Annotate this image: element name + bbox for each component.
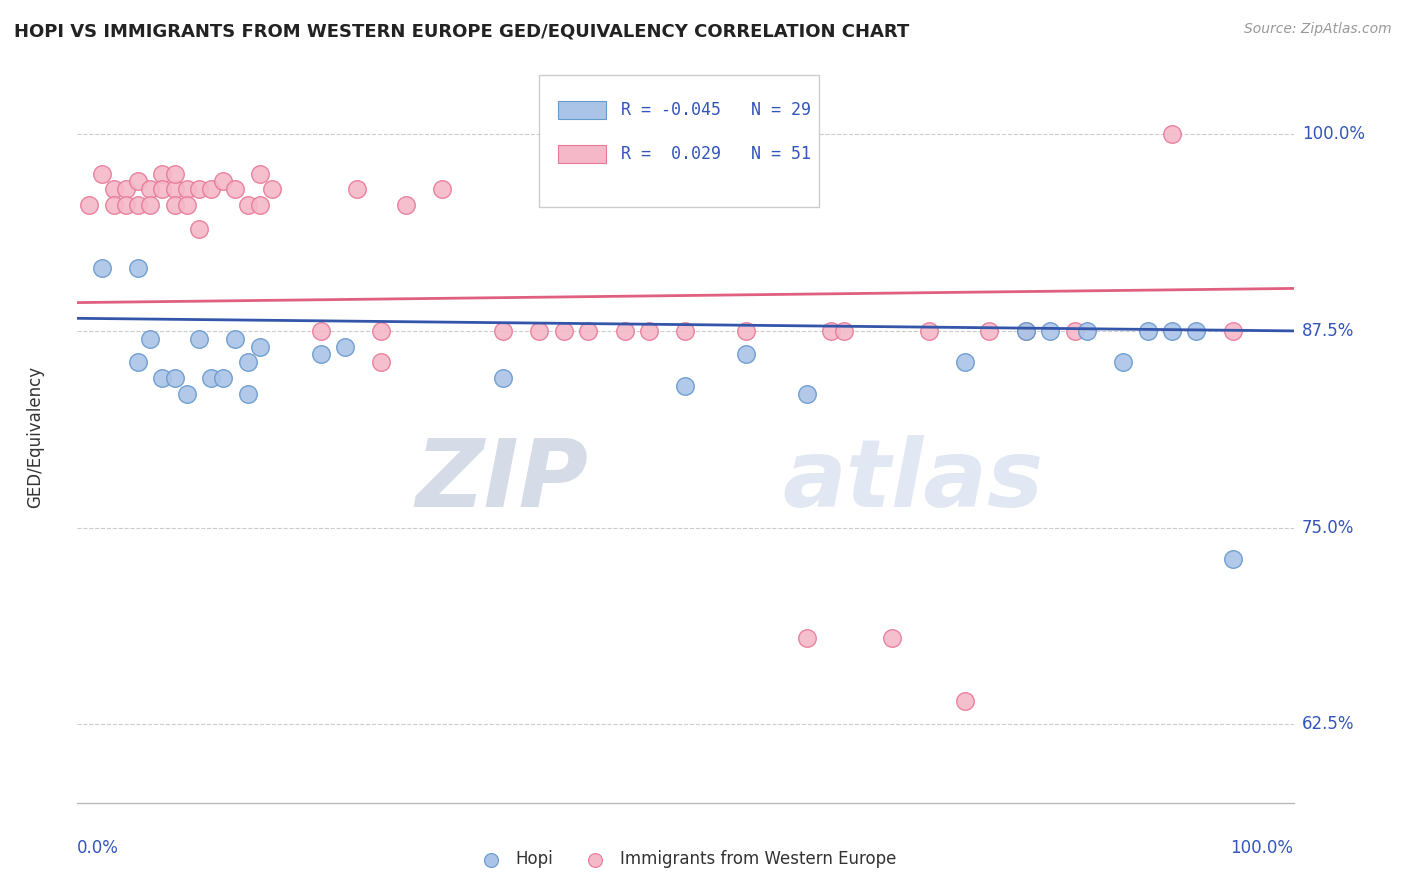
Point: [370, 355, 392, 369]
Point: [139, 182, 162, 196]
Point: [492, 324, 515, 338]
Point: [1112, 355, 1135, 369]
Point: [492, 371, 515, 385]
Point: [796, 387, 818, 401]
Point: [103, 182, 125, 196]
Point: [188, 182, 211, 196]
Point: [796, 631, 818, 645]
Point: [1076, 324, 1098, 338]
Point: [1161, 128, 1184, 142]
Point: [430, 182, 453, 196]
Point: [346, 182, 368, 196]
Text: 100.0%: 100.0%: [1230, 839, 1294, 857]
Point: [152, 167, 174, 181]
Point: [953, 693, 976, 707]
Point: [236, 355, 259, 369]
Point: [127, 198, 149, 212]
Point: [1015, 324, 1038, 338]
Point: [735, 347, 758, 361]
Text: ZIP: ZIP: [415, 435, 588, 527]
Point: [613, 324, 636, 338]
Point: [260, 182, 283, 196]
Text: 62.5%: 62.5%: [1302, 715, 1354, 733]
Point: [1136, 324, 1159, 338]
Point: [1039, 324, 1062, 338]
Text: GED/Equivalency: GED/Equivalency: [25, 366, 44, 508]
Point: [918, 324, 941, 338]
Bar: [558, 145, 606, 163]
Point: [200, 371, 222, 385]
Point: [176, 182, 198, 196]
Point: [115, 198, 138, 212]
Point: [1222, 324, 1244, 338]
Point: [249, 340, 271, 354]
Point: [675, 379, 697, 393]
Point: [224, 182, 246, 196]
Point: [675, 324, 697, 338]
Point: [735, 324, 758, 338]
Point: [163, 167, 186, 181]
Text: 87.5%: 87.5%: [1302, 322, 1354, 340]
Point: [115, 182, 138, 196]
Point: [224, 332, 246, 346]
Point: [139, 198, 162, 212]
Text: 0.0%: 0.0%: [77, 839, 120, 857]
Point: [1185, 324, 1208, 338]
Point: [395, 198, 418, 212]
Point: [882, 631, 904, 645]
Point: [309, 324, 332, 338]
Point: [638, 324, 661, 338]
Point: [236, 198, 259, 212]
Point: [79, 198, 101, 212]
Point: [236, 387, 259, 401]
Point: [820, 324, 842, 338]
Point: [127, 260, 149, 275]
Point: [176, 387, 198, 401]
Point: [188, 221, 211, 235]
FancyBboxPatch shape: [540, 75, 820, 207]
Point: [1015, 324, 1038, 338]
Point: [127, 355, 149, 369]
Point: [553, 324, 575, 338]
Text: Source: ZipAtlas.com: Source: ZipAtlas.com: [1244, 22, 1392, 37]
Point: [188, 332, 211, 346]
Point: [103, 198, 125, 212]
Point: [370, 324, 392, 338]
Point: [163, 182, 186, 196]
Point: [90, 260, 112, 275]
Point: [212, 371, 235, 385]
Point: [1222, 552, 1244, 566]
Point: [953, 355, 976, 369]
Point: [309, 347, 332, 361]
Point: [529, 324, 551, 338]
Text: 75.0%: 75.0%: [1302, 518, 1354, 536]
Text: atlas: atlas: [783, 435, 1045, 527]
Point: [127, 174, 149, 188]
Text: 100.0%: 100.0%: [1302, 125, 1365, 144]
Legend: Hopi, Immigrants from Western Europe: Hopi, Immigrants from Western Europe: [468, 844, 903, 875]
Point: [249, 198, 271, 212]
Point: [979, 324, 1001, 338]
Point: [832, 324, 855, 338]
Text: R =  0.029   N = 51: R = 0.029 N = 51: [621, 145, 811, 162]
Point: [90, 167, 112, 181]
Point: [152, 371, 174, 385]
Point: [152, 182, 174, 196]
Point: [163, 198, 186, 212]
Point: [163, 371, 186, 385]
Point: [1161, 324, 1184, 338]
Point: [333, 340, 356, 354]
Bar: [558, 101, 606, 119]
Text: R = -0.045   N = 29: R = -0.045 N = 29: [621, 101, 811, 119]
Point: [212, 174, 235, 188]
Text: HOPI VS IMMIGRANTS FROM WESTERN EUROPE GED/EQUIVALENCY CORRELATION CHART: HOPI VS IMMIGRANTS FROM WESTERN EUROPE G…: [14, 22, 910, 40]
Point: [176, 198, 198, 212]
Point: [1063, 324, 1085, 338]
Point: [249, 167, 271, 181]
Point: [200, 182, 222, 196]
Point: [576, 324, 599, 338]
Point: [139, 332, 162, 346]
